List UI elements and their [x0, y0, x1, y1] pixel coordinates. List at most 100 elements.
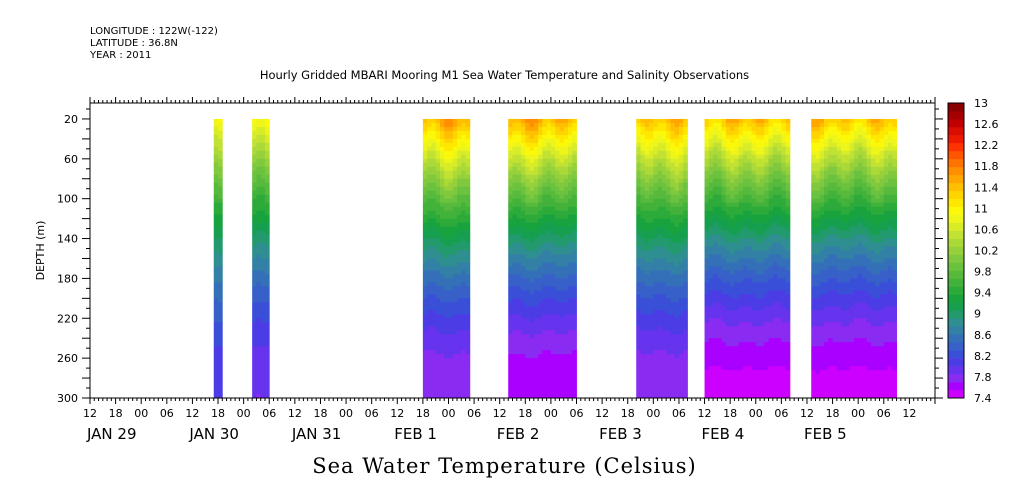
heatmap-cell [836, 186, 842, 192]
heatmap-cell [721, 354, 727, 359]
heatmap-cell [252, 382, 257, 387]
heatmap-cell [457, 210, 462, 216]
heatmap-cell [704, 178, 710, 184]
heatmap-cell [457, 254, 462, 259]
heatmap-cell [708, 150, 714, 156]
heatmap-cell [721, 134, 727, 140]
heatmap-cell [508, 306, 513, 311]
heatmap-cell [457, 246, 462, 251]
heatmap-cell [567, 142, 573, 148]
heatmap-cell [431, 350, 437, 355]
heatmap-cell [439, 302, 445, 307]
heatmap-cell [640, 298, 646, 303]
heatmap-cell [717, 314, 723, 319]
heatmap-cell [755, 246, 761, 251]
heatmap-cell [636, 206, 641, 212]
heatmap-cell [751, 162, 757, 168]
heatmap-cell [832, 134, 838, 140]
heatmap-cell [683, 282, 688, 287]
heatmap-cell [836, 134, 842, 140]
heatmap-cell [512, 342, 518, 347]
heatmap-cell [674, 338, 680, 343]
heatmap-cell [422, 266, 428, 271]
heatmap-cell [444, 282, 449, 287]
heatmap-cell [649, 394, 654, 399]
heatmap-cell [264, 202, 270, 208]
heatmap-cell [764, 374, 769, 379]
heatmap-cell [567, 214, 573, 220]
heatmap-cell [457, 362, 462, 367]
heatmap-cell [832, 374, 838, 379]
heatmap-cell [431, 186, 437, 192]
heatmap-cell [525, 346, 530, 351]
heatmap-cell [819, 186, 825, 192]
heatmap-cell [260, 194, 266, 200]
heatmap-cell [678, 198, 684, 204]
heatmap-cell [422, 130, 428, 136]
heatmap-cell [461, 282, 466, 287]
heatmap-cell [550, 170, 556, 176]
heatmap-cell [717, 338, 723, 343]
heatmap-cell [555, 170, 560, 176]
heatmap-cell [683, 210, 688, 216]
heatmap-cell [252, 334, 257, 339]
heatmap-cell [555, 238, 560, 243]
heatmap-cell [819, 274, 825, 279]
heatmap-cell [657, 158, 663, 164]
heatmap-cell [260, 310, 266, 315]
heatmap-cell [546, 354, 552, 359]
heatmap-cell [439, 282, 445, 287]
heatmap-cell [550, 362, 556, 367]
heatmap-cell [704, 158, 710, 164]
heatmap-cell [264, 370, 270, 375]
heatmap-cell [819, 138, 825, 144]
heatmap-cell [427, 150, 432, 156]
heatmap-cell [550, 326, 556, 331]
heatmap-cell [439, 190, 445, 196]
heatmap-cell [521, 246, 526, 251]
heatmap-cell [730, 154, 735, 160]
heatmap-cell [781, 238, 787, 243]
heatmap-cell [213, 374, 219, 379]
heatmap-cell [256, 318, 262, 323]
heatmap-cell [742, 354, 748, 359]
heatmap-cell [559, 362, 565, 367]
heatmap-cell [764, 154, 769, 160]
heatmap-cell [439, 306, 445, 311]
heatmap-cell [815, 194, 821, 200]
heatmap-cell [512, 142, 518, 148]
heatmap-cell [516, 342, 522, 347]
heatmap-cell [717, 122, 723, 128]
heatmap-cell [721, 166, 727, 172]
heatmap-cell [448, 246, 454, 251]
heatmap-cell [252, 282, 257, 287]
heatmap-cell [755, 350, 761, 355]
heatmap-cell [567, 170, 573, 176]
heatmap-cell [657, 118, 663, 124]
heatmap-cell [649, 366, 654, 371]
heatmap-cell [678, 174, 684, 180]
heatmap-cell [819, 302, 825, 307]
heatmap-cell [525, 190, 530, 196]
heatmap-cell [439, 154, 445, 160]
heatmap-cell [546, 390, 552, 395]
heatmap-cell [708, 358, 714, 363]
heatmap-cell [649, 242, 654, 247]
heatmap-cell [824, 394, 829, 399]
heatmap-cell [533, 342, 539, 347]
heatmap-cell [559, 370, 565, 375]
heatmap-cell [457, 118, 462, 124]
heatmap-cell [755, 226, 761, 231]
heatmap-cell [563, 318, 569, 323]
heatmap-cell [542, 386, 548, 391]
heatmap-cell [516, 318, 522, 323]
heatmap-cell [448, 190, 454, 196]
heatmap-cell [529, 254, 535, 259]
heatmap-cell [516, 270, 522, 275]
heatmap-cell [751, 210, 757, 216]
heatmap-cell [640, 174, 646, 180]
heatmap-cell [572, 238, 577, 243]
heatmap-cell [755, 194, 761, 200]
heatmap-cell [666, 166, 671, 172]
heatmap-cell [457, 322, 462, 327]
